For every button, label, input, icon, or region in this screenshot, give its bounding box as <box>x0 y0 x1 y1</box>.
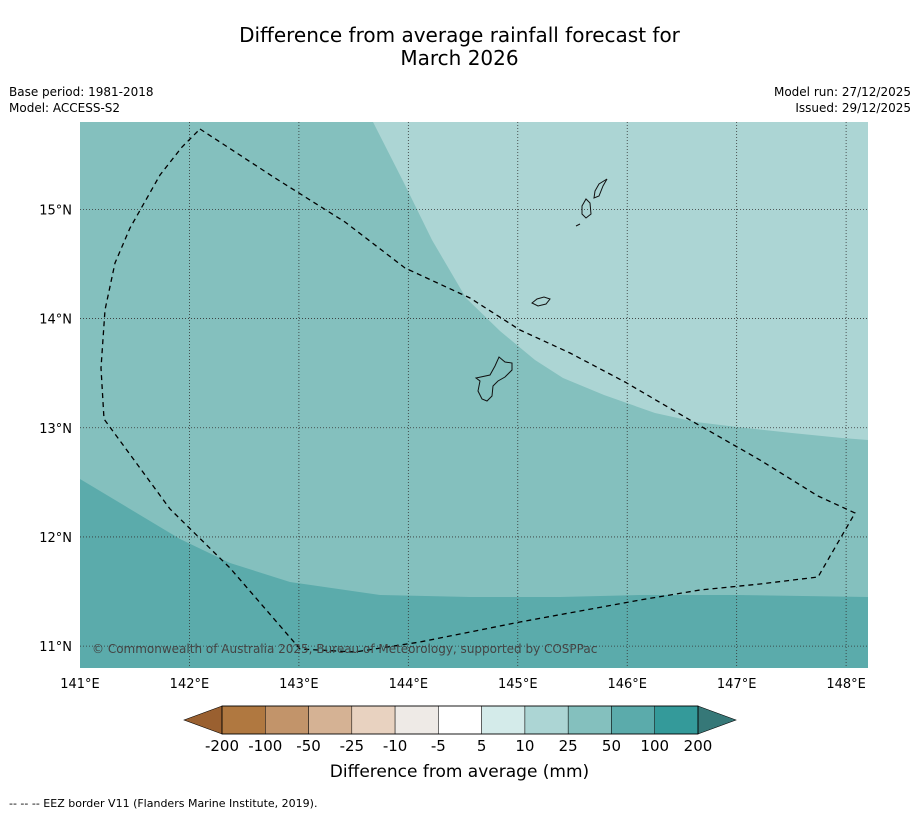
saipan-island <box>593 178 608 199</box>
colorbar-tick-label: -50 <box>296 737 321 755</box>
model-name: Model: ACCESS-S2 <box>9 101 121 115</box>
colorbar-tick-label: -200 <box>205 737 239 755</box>
colorbar-cell <box>438 705 482 735</box>
colorbar-title: Difference from average (mm) <box>329 762 590 782</box>
graticule <box>80 122 868 668</box>
colorbar-cell <box>611 705 655 735</box>
colorbar-tick-label: 50 <box>602 737 621 755</box>
colorbar-low-extend <box>183 705 223 735</box>
lat-label: 14°N <box>39 313 72 328</box>
issued-date: Issued: 29/12/2025 <box>795 101 911 115</box>
lon-label: 142°E <box>170 677 210 692</box>
chart-title-line1: Difference from average rainfall forecas… <box>239 23 680 47</box>
lat-label: 15°N <box>39 203 72 218</box>
colorbar-cell <box>567 705 612 735</box>
colorbar-tick-label: -10 <box>383 737 408 755</box>
colorbar-cell <box>654 705 699 735</box>
longitude-labels: 141°E 142°E 143°E 144°E 145°E 146°E 147°E 148°E <box>60 677 866 692</box>
colorbar-tick-label: -25 <box>340 737 365 755</box>
colorbar-tick-label: 200 <box>684 737 713 755</box>
colorbar-frame <box>221 705 699 735</box>
colorbar-tick-label: -100 <box>248 737 282 755</box>
lon-label: 143°E <box>279 677 319 692</box>
colorbar-tick-label: 10 <box>515 737 534 755</box>
lat-label: 13°N <box>39 422 72 437</box>
colorbar-high-extend <box>697 705 737 735</box>
map-figure: © Commonwealth of Australia 2025, Bureau… <box>39 122 868 755</box>
rainfall-anomaly-field <box>80 122 868 668</box>
lon-label: 141°E <box>60 677 100 692</box>
guam-island <box>474 356 513 402</box>
colorbar-cell <box>394 705 439 735</box>
model-run: Model run: 27/12/2025 <box>773 85 911 99</box>
eez-footnote: -- -- -- EEZ border V11 (Flanders Marine… <box>9 797 318 810</box>
lon-label: 145°E <box>498 677 538 692</box>
lat-label: 11°N <box>39 640 72 655</box>
zone-10-25 <box>373 122 868 440</box>
colorbar-tick-label: 100 <box>640 737 669 755</box>
colorbar-tick-label: -5 <box>431 737 446 755</box>
lon-label: 148°E <box>826 677 866 692</box>
islands <box>474 178 608 402</box>
rota-island <box>531 296 551 307</box>
colorbar-cell <box>308 705 353 735</box>
colorbar-cell <box>481 705 526 735</box>
lon-label: 144°E <box>389 677 429 692</box>
colorbar-tick-label: 5 <box>477 737 487 755</box>
lon-label: 147°E <box>717 677 757 692</box>
lat-label: 12°N <box>39 531 72 546</box>
colorbar-cell <box>221 705 266 735</box>
chart-title-line2: March 2026 <box>400 46 519 70</box>
colorbar-cell <box>351 705 396 735</box>
base-period: Base period: 1981-2018 <box>9 85 154 99</box>
colorbar-cell <box>265 705 309 735</box>
zone-50-100 <box>80 479 868 668</box>
colorbar: -200 -100 -50 -25 -10 -5 5 10 25 50 100 200 <box>183 705 737 755</box>
eez-border <box>100 128 856 653</box>
colorbar-cell <box>524 705 569 735</box>
colorbar-tick-label: 25 <box>559 737 578 755</box>
lon-label: 146°E <box>607 677 647 692</box>
copyright-notice: © Commonwealth of Australia 2025, Bureau… <box>92 642 597 656</box>
latitude-labels: 15°N 14°N 13°N 12°N 11°N <box>39 203 72 655</box>
tinian-island <box>581 198 592 219</box>
aguijan-island <box>575 223 581 227</box>
